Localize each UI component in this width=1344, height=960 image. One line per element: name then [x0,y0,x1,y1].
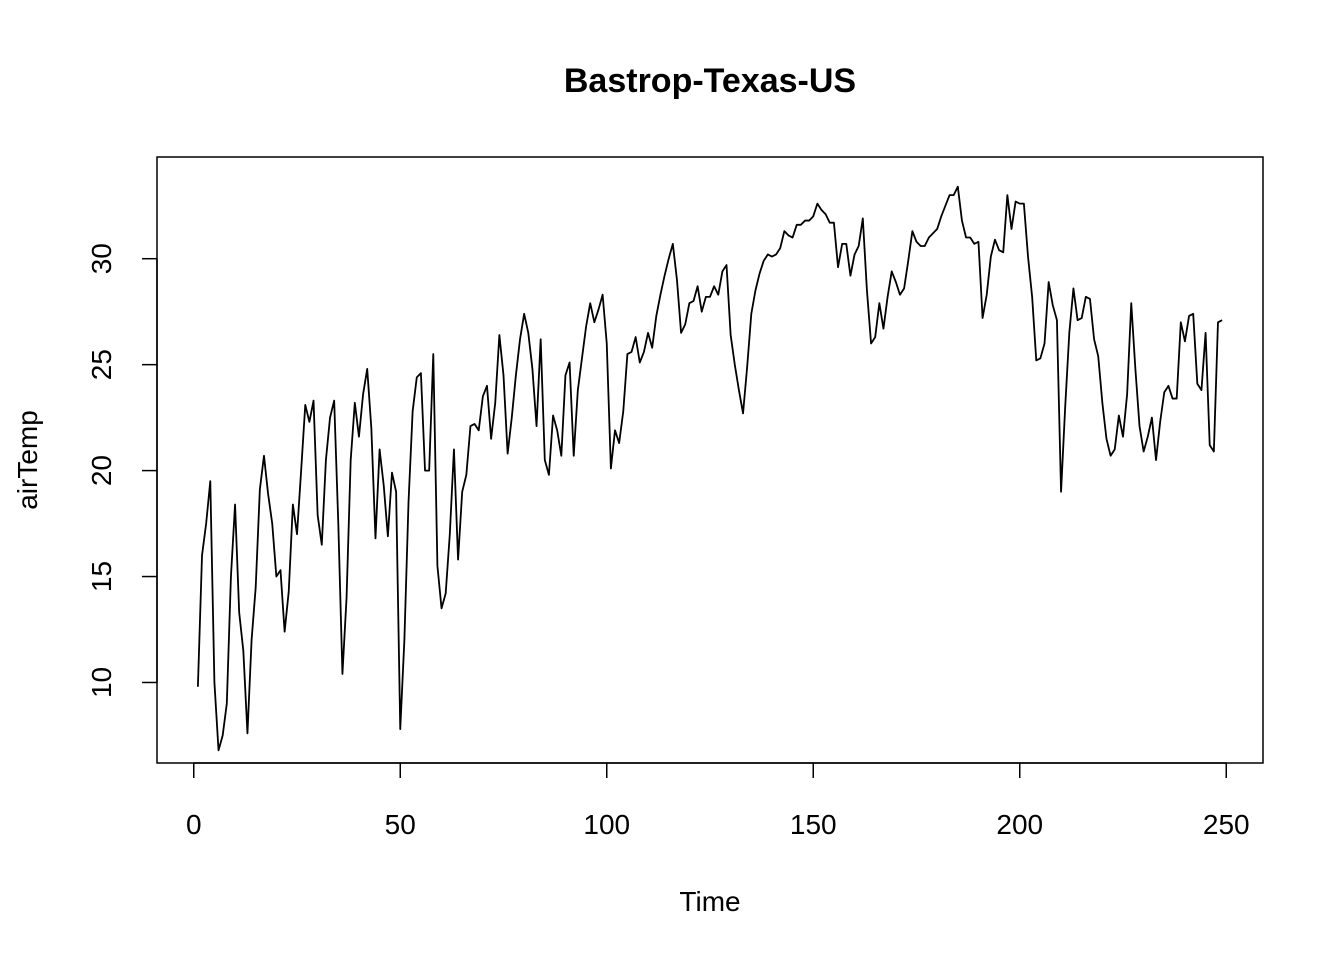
y-axis-label: airTemp [12,410,43,510]
x-tick-label: 150 [790,809,837,840]
x-axis-label: Time [679,886,740,917]
y-tick-label: 10 [86,667,117,698]
y-tick-label: 30 [86,243,117,274]
y-tick-label: 15 [86,561,117,592]
series-line [196,185,1223,752]
x-tick-label: 50 [385,809,416,840]
x-tick-label: 250 [1203,809,1250,840]
series-group [196,185,1223,752]
y-axis: 10 15 20 25 30 [86,243,158,698]
y-tick-label: 25 [86,349,117,380]
x-tick-label: 0 [186,809,202,840]
chart-title: Bastrop-Texas-US [564,62,856,100]
plot-frame [156,156,1264,764]
x-tick-label: 200 [996,809,1043,840]
y-tick-label: 20 [86,455,117,486]
x-axis: 0 50 100 150 200 250 [186,762,1250,840]
x-tick-label: 100 [583,809,630,840]
